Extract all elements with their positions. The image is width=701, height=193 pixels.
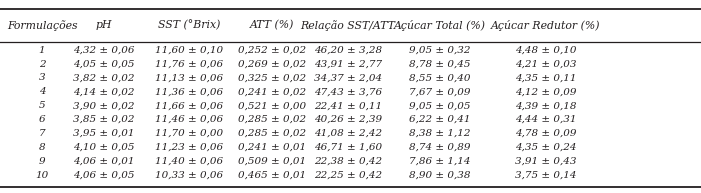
Text: 4,14 ± 0,02: 4,14 ± 0,02 xyxy=(73,87,135,96)
Text: 3,95 ± 0,01: 3,95 ± 0,01 xyxy=(73,129,135,138)
Text: 4,21 ± 0,03: 4,21 ± 0,03 xyxy=(515,60,576,69)
Text: 11,46 ± 0,06: 11,46 ± 0,06 xyxy=(155,115,224,124)
Text: 4,10 ± 0,05: 4,10 ± 0,05 xyxy=(73,143,135,152)
Text: Açúcar Redutor (%): Açúcar Redutor (%) xyxy=(491,20,600,30)
Text: 4: 4 xyxy=(39,87,46,96)
Text: 6: 6 xyxy=(39,115,46,124)
Text: 7,86 ± 1,14: 7,86 ± 1,14 xyxy=(409,157,471,166)
Text: 7: 7 xyxy=(39,129,46,138)
Text: 22,38 ± 0,42: 22,38 ± 0,42 xyxy=(313,157,382,166)
Text: 3: 3 xyxy=(39,74,46,82)
Text: 8,78 ± 0,45: 8,78 ± 0,45 xyxy=(409,60,471,69)
Text: 11,40 ± 0,06: 11,40 ± 0,06 xyxy=(155,157,224,166)
Text: 0,509 ± 0,01: 0,509 ± 0,01 xyxy=(238,157,306,166)
Text: 4,06 ± 0,01: 4,06 ± 0,01 xyxy=(73,157,135,166)
Text: 3,75 ± 0,14: 3,75 ± 0,14 xyxy=(515,171,576,180)
Text: 34,37 ± 2,04: 34,37 ± 2,04 xyxy=(313,74,382,82)
Text: Formulações: Formulações xyxy=(7,20,77,30)
Text: 11,36 ± 0,06: 11,36 ± 0,06 xyxy=(155,87,224,96)
Text: 11,70 ± 0,00: 11,70 ± 0,00 xyxy=(155,129,224,138)
Text: 22,25 ± 0,42: 22,25 ± 0,42 xyxy=(313,171,382,180)
Text: 5: 5 xyxy=(39,101,46,110)
Text: 3,82 ± 0,02: 3,82 ± 0,02 xyxy=(73,74,135,82)
Text: 1: 1 xyxy=(39,46,46,55)
Text: 0,285 ± 0,02: 0,285 ± 0,02 xyxy=(238,115,306,124)
Text: 10,33 ± 0,06: 10,33 ± 0,06 xyxy=(155,171,224,180)
Text: 9,05 ± 0,05: 9,05 ± 0,05 xyxy=(409,101,471,110)
Text: 8,38 ± 1,12: 8,38 ± 1,12 xyxy=(409,129,471,138)
Text: 11,13 ± 0,06: 11,13 ± 0,06 xyxy=(155,74,224,82)
Text: 41,08 ± 2,42: 41,08 ± 2,42 xyxy=(313,129,382,138)
Text: 11,23 ± 0,06: 11,23 ± 0,06 xyxy=(155,143,224,152)
Text: 43,91 ± 2,77: 43,91 ± 2,77 xyxy=(313,60,382,69)
Text: 46,71 ± 1,60: 46,71 ± 1,60 xyxy=(313,143,382,152)
Text: 4,44 ± 0,31: 4,44 ± 0,31 xyxy=(515,115,576,124)
Text: 11,76 ± 0,06: 11,76 ± 0,06 xyxy=(155,60,224,69)
Text: 7,67 ± 0,09: 7,67 ± 0,09 xyxy=(409,87,471,96)
Text: 8,55 ± 0,40: 8,55 ± 0,40 xyxy=(409,74,471,82)
Text: 9,05 ± 0,32: 9,05 ± 0,32 xyxy=(409,46,471,55)
Text: pH: pH xyxy=(95,20,112,30)
Text: Açúcar Total (%): Açúcar Total (%) xyxy=(394,20,486,30)
Text: 4,06 ± 0,05: 4,06 ± 0,05 xyxy=(73,171,135,180)
Text: 4,39 ± 0,18: 4,39 ± 0,18 xyxy=(515,101,576,110)
Text: 0,325 ± 0,02: 0,325 ± 0,02 xyxy=(238,74,306,82)
Text: 22,41 ± 0,11: 22,41 ± 0,11 xyxy=(313,101,382,110)
Text: 4,78 ± 0,09: 4,78 ± 0,09 xyxy=(515,129,576,138)
Text: 11,60 ± 0,10: 11,60 ± 0,10 xyxy=(155,46,224,55)
Text: SST (°Brix): SST (°Brix) xyxy=(158,20,220,30)
Text: 0,252 ± 0,02: 0,252 ± 0,02 xyxy=(238,46,306,55)
Text: 47,43 ± 3,76: 47,43 ± 3,76 xyxy=(313,87,382,96)
Text: 4,12 ± 0,09: 4,12 ± 0,09 xyxy=(515,87,576,96)
Text: 8,90 ± 0,38: 8,90 ± 0,38 xyxy=(409,171,471,180)
Text: 0,269 ± 0,02: 0,269 ± 0,02 xyxy=(238,60,306,69)
Text: 4,32 ± 0,06: 4,32 ± 0,06 xyxy=(73,46,135,55)
Text: 0,465 ± 0,01: 0,465 ± 0,01 xyxy=(238,171,306,180)
Text: 4,35 ± 0,24: 4,35 ± 0,24 xyxy=(515,143,576,152)
Text: 6,22 ± 0,41: 6,22 ± 0,41 xyxy=(409,115,471,124)
Text: Relação SST/ATT: Relação SST/ATT xyxy=(300,20,395,30)
Text: 4,48 ± 0,10: 4,48 ± 0,10 xyxy=(515,46,576,55)
Text: 46,20 ± 3,28: 46,20 ± 3,28 xyxy=(313,46,382,55)
Text: 0,285 ± 0,02: 0,285 ± 0,02 xyxy=(238,129,306,138)
Text: ATT (%): ATT (%) xyxy=(250,20,294,30)
Text: 3,90 ± 0,02: 3,90 ± 0,02 xyxy=(73,101,135,110)
Text: 8,74 ± 0,89: 8,74 ± 0,89 xyxy=(409,143,471,152)
Text: 4,35 ± 0,11: 4,35 ± 0,11 xyxy=(515,74,576,82)
Text: 4,05 ± 0,05: 4,05 ± 0,05 xyxy=(73,60,135,69)
Text: 2: 2 xyxy=(39,60,46,69)
Text: 10: 10 xyxy=(36,171,48,180)
Text: 8: 8 xyxy=(39,143,46,152)
Text: 40,26 ± 2,39: 40,26 ± 2,39 xyxy=(313,115,382,124)
Text: 0,521 ± 0,00: 0,521 ± 0,00 xyxy=(238,101,306,110)
Text: 0,241 ± 0,02: 0,241 ± 0,02 xyxy=(238,87,306,96)
Text: 3,91 ± 0,43: 3,91 ± 0,43 xyxy=(515,157,576,166)
Text: 9: 9 xyxy=(39,157,46,166)
Text: 3,85 ± 0,02: 3,85 ± 0,02 xyxy=(73,115,135,124)
Text: 0,241 ± 0,01: 0,241 ± 0,01 xyxy=(238,143,306,152)
Text: 11,66 ± 0,06: 11,66 ± 0,06 xyxy=(155,101,224,110)
